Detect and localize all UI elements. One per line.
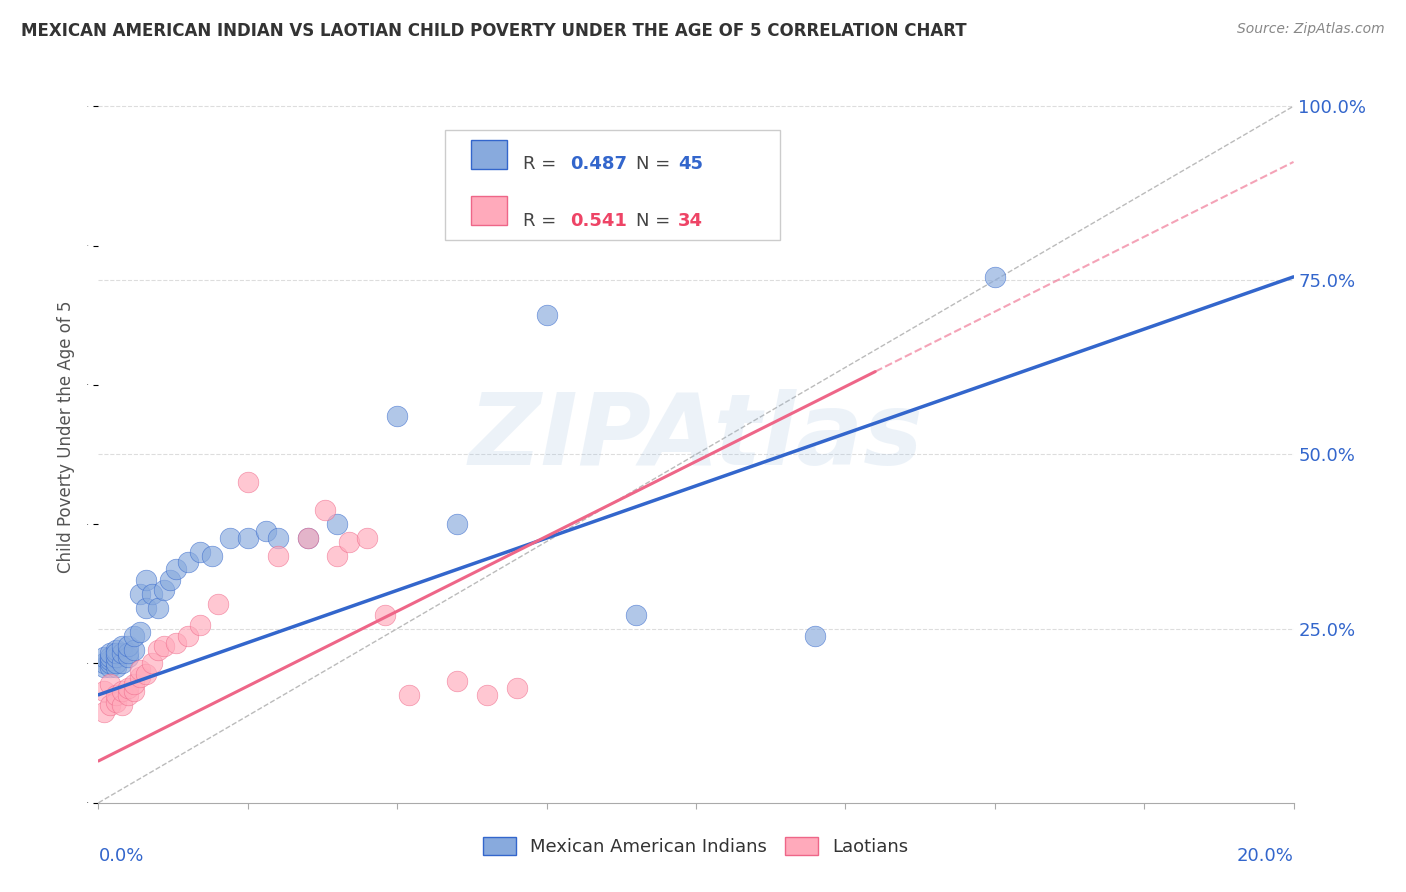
- Point: [153, 583, 176, 598]
- Point: [93, 684, 115, 698]
- Point: [93, 649, 115, 664]
- Point: [98, 657, 122, 671]
- Point: [339, 534, 361, 549]
- Point: [236, 475, 259, 490]
- Point: [356, 531, 378, 545]
- Point: [315, 503, 337, 517]
- Point: [626, 607, 648, 622]
- Point: [165, 562, 187, 576]
- Point: [446, 673, 468, 688]
- FancyBboxPatch shape: [471, 140, 508, 169]
- Point: [207, 597, 229, 611]
- Point: [111, 646, 134, 660]
- Point: [297, 531, 319, 545]
- Point: [236, 531, 259, 545]
- FancyBboxPatch shape: [446, 130, 780, 240]
- Point: [219, 531, 242, 545]
- Point: [129, 664, 152, 678]
- Point: [117, 646, 139, 660]
- Point: [105, 646, 128, 660]
- FancyBboxPatch shape: [471, 196, 508, 225]
- Point: [98, 653, 122, 667]
- Point: [254, 524, 277, 538]
- Point: [129, 587, 152, 601]
- Point: [105, 660, 128, 674]
- Point: [326, 517, 349, 532]
- Point: [297, 531, 319, 545]
- Point: [135, 573, 157, 587]
- Point: [98, 698, 122, 713]
- Point: [117, 688, 139, 702]
- Point: [124, 684, 146, 698]
- Point: [506, 681, 529, 695]
- Point: [135, 667, 157, 681]
- Point: [129, 670, 152, 684]
- Point: [446, 517, 468, 532]
- Point: [326, 549, 349, 563]
- Point: [98, 649, 122, 664]
- Point: [188, 618, 211, 632]
- Point: [385, 409, 409, 424]
- Point: [105, 649, 128, 664]
- Point: [804, 629, 827, 643]
- Point: [129, 625, 152, 640]
- Point: [98, 646, 122, 660]
- Point: [124, 677, 146, 691]
- Text: 20.0%: 20.0%: [1237, 847, 1294, 864]
- Text: Source: ZipAtlas.com: Source: ZipAtlas.com: [1237, 22, 1385, 37]
- Text: N =: N =: [636, 155, 676, 173]
- Point: [105, 657, 128, 671]
- Text: MEXICAN AMERICAN INDIAN VS LAOTIAN CHILD POVERTY UNDER THE AGE OF 5 CORRELATION : MEXICAN AMERICAN INDIAN VS LAOTIAN CHILD…: [21, 22, 967, 40]
- Point: [111, 684, 134, 698]
- Point: [984, 269, 1007, 284]
- Y-axis label: Child Poverty Under the Age of 5: Child Poverty Under the Age of 5: [58, 301, 76, 574]
- Point: [374, 607, 396, 622]
- Point: [111, 657, 134, 671]
- Point: [398, 688, 420, 702]
- Point: [93, 705, 115, 719]
- Point: [105, 642, 128, 657]
- Point: [117, 639, 139, 653]
- Point: [105, 695, 128, 709]
- Point: [117, 681, 139, 695]
- Point: [148, 642, 170, 657]
- Text: 45: 45: [678, 155, 703, 173]
- Text: R =: R =: [523, 155, 561, 173]
- Point: [201, 549, 224, 563]
- Text: 0.541: 0.541: [571, 211, 627, 230]
- Text: 0.0%: 0.0%: [98, 847, 143, 864]
- Point: [141, 587, 163, 601]
- Point: [124, 642, 146, 657]
- Point: [141, 657, 163, 671]
- Point: [111, 698, 134, 713]
- Point: [105, 688, 128, 702]
- Point: [475, 688, 498, 702]
- Point: [124, 629, 146, 643]
- Point: [111, 639, 134, 653]
- Point: [536, 308, 558, 322]
- Legend: Mexican American Indians, Laotians: Mexican American Indians, Laotians: [477, 830, 915, 863]
- Point: [267, 531, 290, 545]
- Point: [98, 660, 122, 674]
- Point: [117, 649, 139, 664]
- Point: [153, 639, 176, 653]
- Point: [148, 600, 170, 615]
- Point: [177, 629, 200, 643]
- Text: 0.487: 0.487: [571, 155, 627, 173]
- Text: N =: N =: [636, 211, 676, 230]
- Point: [135, 600, 157, 615]
- Point: [177, 556, 200, 570]
- Point: [188, 545, 211, 559]
- Point: [267, 549, 290, 563]
- Point: [165, 635, 187, 649]
- Point: [93, 660, 115, 674]
- Point: [98, 677, 122, 691]
- Text: ZIPAtlas: ZIPAtlas: [468, 389, 924, 485]
- Text: 34: 34: [678, 211, 703, 230]
- Text: R =: R =: [523, 211, 561, 230]
- Point: [159, 573, 181, 587]
- Point: [93, 657, 115, 671]
